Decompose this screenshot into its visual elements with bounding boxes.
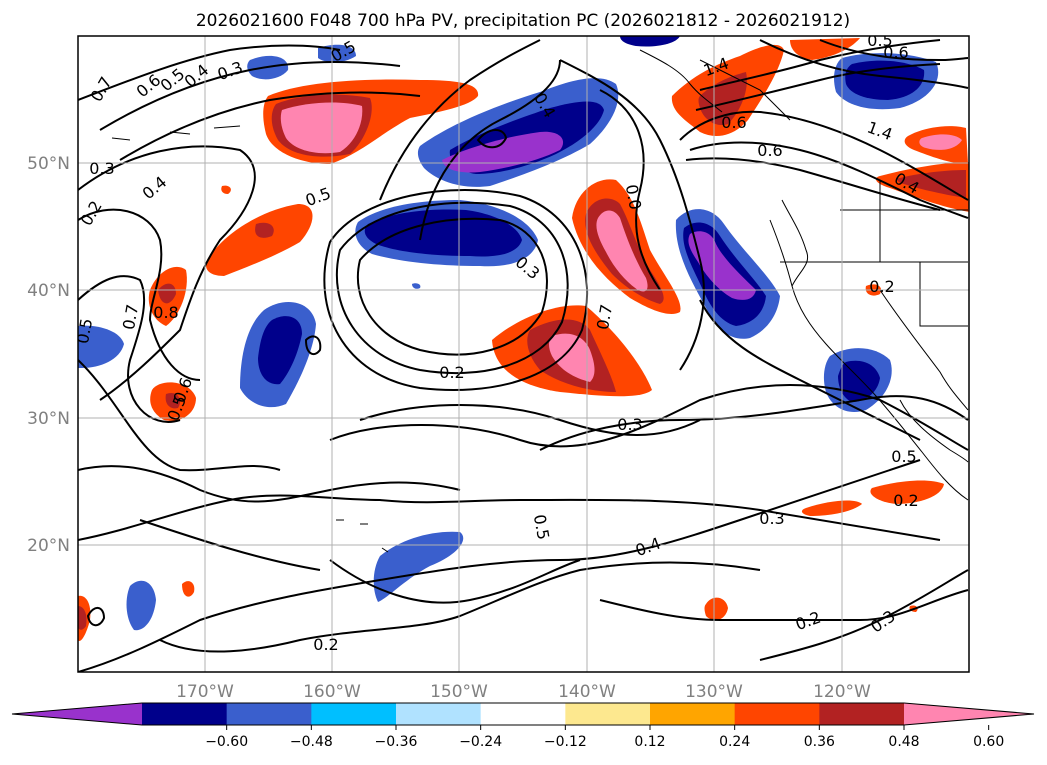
pos-region-south <box>704 597 728 621</box>
colorbar-tick-label: 0.36 <box>804 734 835 750</box>
colorbar-tick-label: −0.36 <box>375 734 418 750</box>
lat-tick-label: 50°N <box>27 154 70 174</box>
colorbar-segment <box>142 703 228 725</box>
lat-tick-label: 20°N <box>27 536 70 556</box>
colorbar-extend-low <box>12 703 142 725</box>
lon-tick-label: 150°W <box>430 682 488 702</box>
colorbar-tick-label: −0.48 <box>290 734 333 750</box>
lon-tick-label: 160°W <box>303 682 361 702</box>
contour-label: 0.3 <box>89 159 114 178</box>
neg-region-sw <box>78 325 124 368</box>
lat-tick-labels: 20°N 30°N 40°N 50°N <box>27 154 70 556</box>
contour-label: 0.5 <box>867 31 892 50</box>
colorbar-segment <box>565 703 651 725</box>
map-frame <box>77 35 970 673</box>
pos-region-gyre <box>205 204 313 276</box>
contour-label: 0.6 <box>721 113 746 132</box>
contour-label: 0.7 <box>119 303 142 331</box>
colorbar-tick-label: 0.24 <box>719 734 750 750</box>
colorbar-segment <box>311 703 397 725</box>
colorbar-tick-label: 0.48 <box>888 734 919 750</box>
contour-label: 0.6 <box>757 141 782 160</box>
colorbar-segment <box>226 703 312 725</box>
colorbar-tick-label: 0.60 <box>973 734 1004 750</box>
lat-tick-label: 30°N <box>27 409 70 429</box>
colorbar: −0.60 −0.48 −0.36 −0.24 −0.12 0.12 0.24 0.36 0.4… <box>11 702 1035 750</box>
contour-label: 0.6 <box>883 43 908 62</box>
contour-label: 0.2 <box>893 491 918 510</box>
pos-region-baja <box>870 480 944 504</box>
contour-label: 0.8 <box>153 303 178 322</box>
lat-tick-label: 40°N <box>27 281 70 301</box>
contour-label: 0.3 <box>617 415 642 434</box>
colorbar-segment <box>819 703 905 725</box>
colorbar-tick-label: 0.12 <box>634 734 665 750</box>
map-panel: 0.7 0.6 0.5 0.4 0.3 0.3 0.4 0.2 0.5 0.5 … <box>73 31 970 673</box>
colorbar-segment <box>480 703 566 725</box>
colorbar-tick-label: −0.12 <box>544 734 587 750</box>
lon-tick-label: 170°W <box>176 682 234 702</box>
colorbar-segment <box>650 703 736 725</box>
contour-label: 0.2 <box>869 277 894 296</box>
colorbar-tick-label: −0.60 <box>205 734 248 750</box>
colorbar-segment <box>734 703 820 725</box>
coastlines <box>111 49 969 553</box>
contour-label: 0.3 <box>759 509 784 528</box>
colorbar-tick-label: −0.24 <box>459 734 502 750</box>
graticule <box>78 36 969 672</box>
contour-label: 0.0 <box>622 183 645 211</box>
lon-tick-label: 120°W <box>813 682 871 702</box>
colorbar-segment <box>396 703 482 725</box>
contour-label: 0.5 <box>891 447 916 466</box>
contour-label: 0.2 <box>313 635 338 654</box>
precip-negative-shading <box>78 36 939 631</box>
contour-label: 0.5 <box>530 513 553 541</box>
lon-tick-labels: 170°W 160°W 150°W 140°W 130°W 120°W <box>176 682 871 702</box>
map-title: 2026021600 F048 700 hPa PV, precipitatio… <box>196 11 850 31</box>
precip-positive-shading <box>78 38 969 642</box>
colorbar-outline <box>11 702 1035 726</box>
pv-contours <box>78 39 969 672</box>
contour-label: 0.7 <box>593 303 616 331</box>
colorbar-extend-high <box>904 703 1034 725</box>
lon-tick-label: 130°W <box>685 682 743 702</box>
contour-label: 0.2 <box>439 363 464 382</box>
contour-label: 0.5 <box>73 317 96 345</box>
lon-tick-label: 140°W <box>558 682 616 702</box>
